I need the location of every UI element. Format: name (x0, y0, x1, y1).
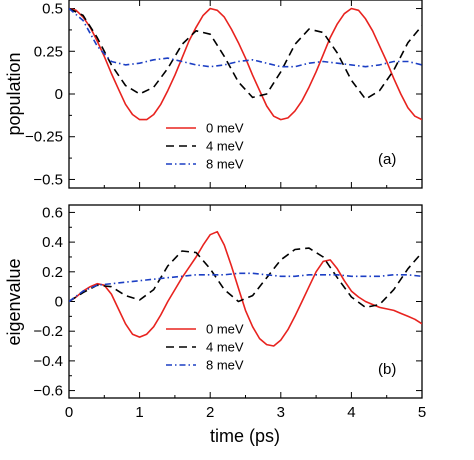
panel-b: 0.60.40.20−0.2−0.4−0.60 1 2 3 4 5 eigenvalue … (4, 204, 426, 446)
panel-b-frame (68, 204, 423, 399)
legend-label: 8 meV (206, 157, 244, 172)
series-line-8-mev (69, 272, 422, 303)
x-tick-label: 5 (418, 404, 426, 421)
panel-b-xlabel: time (ps) (210, 426, 280, 446)
legend-label: 4 meV (206, 139, 244, 154)
panel-b-tag: (b) (378, 361, 396, 378)
panel-b-ticks: 0.60.40.20−0.2−0.4−0.60 1 2 3 4 5 (33, 204, 426, 421)
panel-a-tag: (a) (378, 151, 396, 168)
y-tick-label: 0 (55, 294, 63, 311)
panel-a-ticks: 0.5 0.25 0 −0.25 −0.5 (25, 0, 423, 188)
series-line-8-mev (69, 7, 422, 68)
series-line-4-mev (69, 247, 422, 309)
y-tick-label: 0.5 (42, 1, 63, 18)
legend-label: 0 meV (206, 322, 244, 337)
series-line-0-mev (69, 230, 422, 347)
series-line-0-mev (69, 7, 422, 121)
x-tick-label: 2 (206, 404, 214, 421)
panel-b-curves (69, 230, 422, 347)
panel-a: 0.5 0.25 0 −0.25 −0.5 population (a) 0 meV 4 … (4, 0, 423, 189)
legend-label: 8 meV (206, 358, 244, 373)
legend-label: 0 meV (206, 121, 244, 136)
y-tick-label: 0.6 (42, 204, 63, 221)
y-tick-label: 0.2 (42, 264, 63, 281)
x-tick-label: 1 (135, 404, 143, 421)
panel-b-ylabel: eigenvalue (4, 258, 24, 345)
y-tick-label: −0.6 (33, 383, 63, 400)
panel-a-legend: 0 meV 4 meV 8 meV (166, 121, 244, 172)
panel-b-legend: 0 meV 4 meV 8 meV (166, 322, 244, 373)
panel-a-ylabel: population (4, 52, 24, 135)
y-tick-label: −0.5 (33, 171, 63, 188)
x-tick-label: 0 (65, 404, 73, 421)
y-tick-label: −0.4 (33, 353, 63, 370)
x-tick-label: 4 (347, 404, 355, 421)
panel-a-curves (69, 7, 422, 121)
x-tick-label: 3 (277, 404, 285, 421)
y-tick-label: −0.25 (25, 129, 63, 146)
y-tick-label: 0.4 (42, 234, 63, 251)
y-tick-label: 0 (55, 86, 63, 103)
y-tick-label: −0.2 (33, 323, 63, 340)
legend-label: 4 meV (206, 340, 244, 355)
y-tick-label: 0.25 (34, 43, 63, 60)
series-line-4-mev (69, 7, 422, 100)
panel-a-frame (68, 0, 423, 189)
